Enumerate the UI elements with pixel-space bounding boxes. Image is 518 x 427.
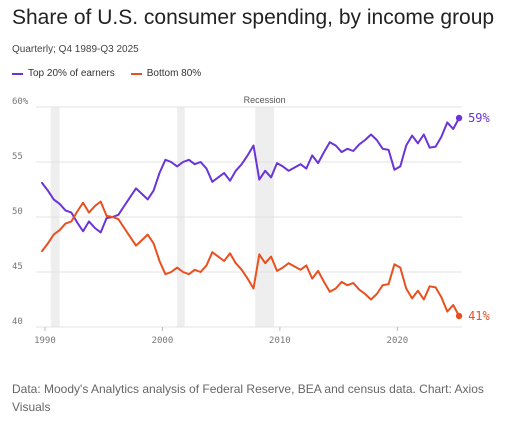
chart-subtitle: Quarterly; Q4 1989-Q3 2025 [12,44,139,55]
series-line-bottom80 [41,200,461,317]
line-chart: Recession 40 45 50 55 60% 1990 2000 2010 2020 59% 4… [12,95,491,346]
x-tick-label-1990: 1990 [34,336,56,346]
series-end-label-top20: 59% [468,111,490,125]
y-tick-label-60: 60% [12,97,29,107]
x-tick-label-2020: 2020 [387,336,409,346]
series-end-label-bottom80: 41% [468,309,490,323]
x-tick-label-2000: 2000 [152,336,174,346]
x-tick-label-2010: 2010 [269,336,291,346]
y-tick-label-50: 50 [12,207,23,217]
source-note: Data: Moody's Analytics analysis of Fede… [12,382,484,414]
chart-title: Share of U.S. consumer spending, by inco… [12,6,495,29]
recession-annotation: Recession [244,95,286,105]
y-tick-label-55: 55 [12,152,23,162]
series-line-top20 [41,117,461,234]
legend-label-top20: Top 20% of earners [28,68,115,79]
legend-swatch-top20 [12,72,23,75]
legend: Top 20% of earners Bottom 80% [12,68,201,79]
y-tick-label-45: 45 [12,262,23,272]
series-endpoint-bottom80 [455,312,463,320]
series-endpoint-top20 [455,114,463,122]
legend-item-bottom80: Bottom 80% [130,68,202,79]
y-tick-label-40: 40 [12,317,23,327]
legend-label-bottom80: Bottom 80% [146,68,202,79]
legend-swatch-bottom80 [130,72,142,75]
legend-item-top20: Top 20% of earners [12,68,115,79]
